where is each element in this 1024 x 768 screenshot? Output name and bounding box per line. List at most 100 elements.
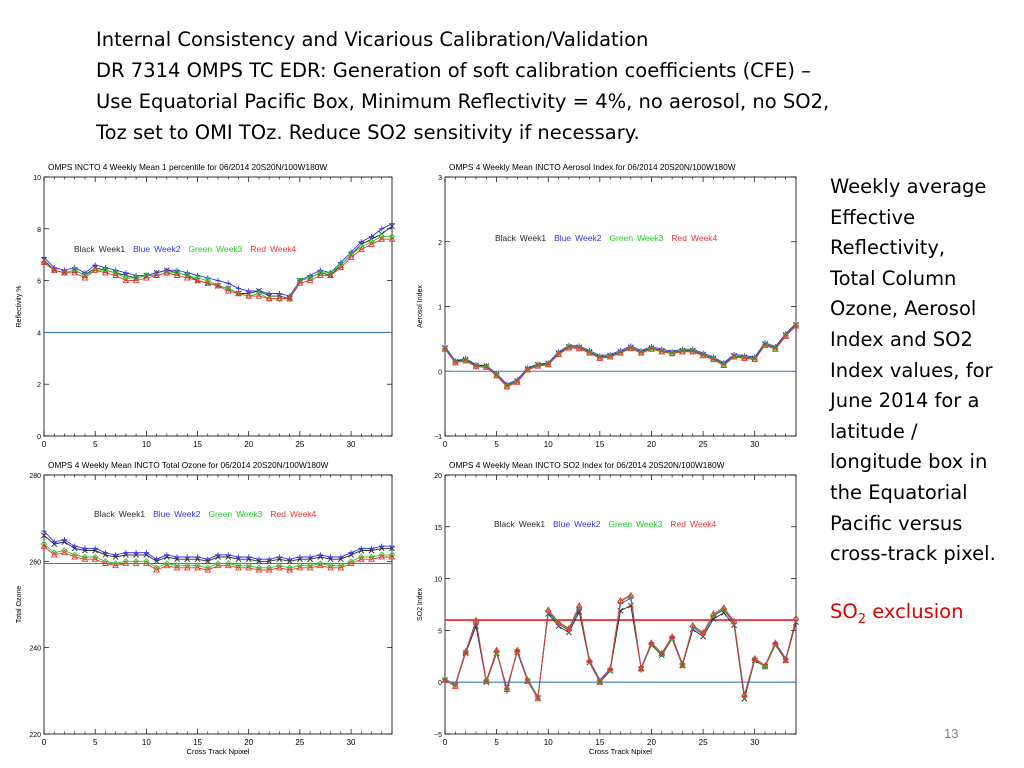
data-point: [534, 362, 542, 369]
data-point: [710, 610, 717, 617]
legend-entry: Blue: [554, 233, 571, 243]
data-point: [102, 269, 109, 276]
data-point: [771, 345, 779, 352]
data-point: [204, 279, 212, 286]
data-point: [306, 564, 314, 571]
data-point: [637, 349, 645, 356]
data-point: [452, 682, 459, 689]
legend-entry: Blue: [553, 519, 570, 529]
x-tick-label: 15: [595, 440, 604, 449]
data-point: [668, 633, 676, 640]
x-tick-label: 15: [193, 738, 202, 747]
data-point: [679, 662, 686, 669]
data-point: [133, 550, 139, 556]
data-point: [493, 372, 500, 379]
title-line: Toz set to OMI TOz. Reduce SO2 sensitivi…: [96, 121, 640, 144]
data-point: [658, 649, 666, 656]
data-point: [173, 271, 181, 278]
data-point: [327, 271, 334, 278]
data-point: [617, 596, 624, 603]
side-line: the Equatorial: [830, 480, 968, 504]
side-line: Pacific versus: [830, 511, 963, 535]
x-tick-label: 15: [595, 738, 604, 747]
data-point: [648, 639, 655, 646]
x-tick-label: 15: [193, 440, 202, 449]
side-line: Weekly average: [830, 175, 987, 198]
data-point: [122, 559, 130, 567]
y-tick-label: 240: [29, 646, 41, 653]
data-point: [368, 555, 375, 562]
chart-title: OMPS 4 Weekly Mean INCTO Aerosol Index f…: [449, 162, 736, 172]
data-point: [792, 322, 800, 329]
legend-entry: Black: [74, 244, 96, 254]
data-point: [555, 350, 562, 357]
data-point: [338, 554, 344, 560]
so2-subscript: 2: [857, 611, 867, 627]
side-line: Index and SO2: [830, 327, 973, 351]
data-point: [679, 661, 686, 668]
slide-title: Internal Consistency and Vicarious Calib…: [96, 24, 896, 148]
data-point: [699, 352, 707, 359]
legend-entry: Week2: [574, 519, 601, 529]
x-tick-label: 25: [295, 440, 304, 449]
data-point: [143, 550, 149, 556]
data-point: [224, 287, 232, 294]
data-point: [472, 616, 480, 623]
data-point: [224, 562, 232, 569]
y-tick-label: 280: [29, 473, 41, 480]
x-tick-label: 30: [347, 738, 356, 747]
data-point: [483, 676, 490, 684]
data-point: [368, 545, 375, 551]
data-point: [586, 349, 593, 356]
data-point: [40, 259, 48, 266]
legend-entry: Week2: [575, 233, 602, 243]
data-point: [184, 554, 190, 560]
data-point: [194, 554, 201, 560]
data-point: [606, 665, 614, 672]
series-line: [444, 594, 797, 701]
so2-prefix: SO: [830, 600, 858, 623]
data-point: [255, 292, 263, 299]
data-point: [265, 566, 273, 573]
data-point: [389, 543, 395, 549]
data-point: [368, 240, 375, 247]
data-point: [112, 562, 120, 569]
y-tick-label: 0: [438, 369, 442, 376]
data-point: [679, 348, 686, 355]
data-point: [266, 556, 272, 562]
x-tick-label: 0: [443, 440, 448, 449]
data-point: [699, 628, 707, 636]
data-point: [524, 366, 531, 373]
data-point: [61, 537, 68, 543]
x-tick-label: 5: [494, 738, 499, 747]
data-point: [627, 345, 635, 352]
data-point: [782, 656, 789, 663]
data-point: [225, 552, 231, 558]
data-point: [276, 554, 283, 560]
data-point: [472, 363, 480, 370]
series-line: [444, 325, 797, 388]
total-ozone-chart: OMPS 4 Weekly Mean INCTO Total Ozone for…: [16, 460, 396, 756]
data-point: [544, 606, 552, 613]
legend-entry: Green: [188, 244, 212, 254]
data-point: [462, 648, 469, 656]
x-tick-label: 20: [647, 440, 656, 449]
x-tick-label: 10: [142, 738, 151, 747]
x-tick-label: 10: [544, 440, 553, 449]
data-point: [379, 543, 385, 549]
y-tick-label: 3: [438, 175, 442, 182]
data-point: [751, 654, 759, 661]
data-point: [246, 554, 252, 560]
data-point: [296, 564, 304, 571]
legend-entry: Green: [208, 509, 232, 519]
y-tick-label: 2: [438, 240, 442, 247]
data-point: [451, 359, 459, 366]
side-line: Effective: [830, 205, 916, 229]
x-tick-label: 25: [699, 738, 708, 747]
data-point: [730, 353, 738, 360]
data-point: [297, 554, 303, 560]
data-point: [513, 646, 521, 653]
data-point: [617, 349, 624, 356]
data-point: [71, 553, 79, 560]
data-point: [586, 656, 593, 663]
